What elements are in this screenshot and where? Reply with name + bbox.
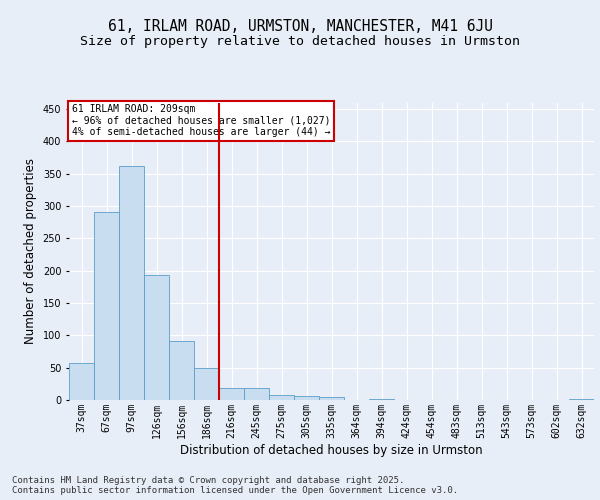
Bar [144,275,169,400]
Bar [319,398,344,400]
Text: 61, IRLAM ROAD, URMSTON, MANCHESTER, M41 6JU: 61, IRLAM ROAD, URMSTON, MANCHESTER, M41… [107,19,493,34]
Bar [269,396,294,400]
Bar [94,212,119,400]
Bar [294,396,319,400]
Text: Size of property relative to detached houses in Urmston: Size of property relative to detached ho… [80,35,520,48]
Bar [169,341,194,400]
Y-axis label: Number of detached properties: Number of detached properties [24,158,37,344]
Bar [244,388,269,400]
Bar [219,388,244,400]
Bar [119,166,144,400]
Bar [69,363,94,400]
Text: 61 IRLAM ROAD: 209sqm
← 96% of detached houses are smaller (1,027)
4% of semi-de: 61 IRLAM ROAD: 209sqm ← 96% of detached … [71,104,330,137]
Text: Contains HM Land Registry data © Crown copyright and database right 2025.
Contai: Contains HM Land Registry data © Crown c… [12,476,458,495]
Bar [569,398,594,400]
X-axis label: Distribution of detached houses by size in Urmston: Distribution of detached houses by size … [180,444,483,456]
Bar [194,368,219,400]
